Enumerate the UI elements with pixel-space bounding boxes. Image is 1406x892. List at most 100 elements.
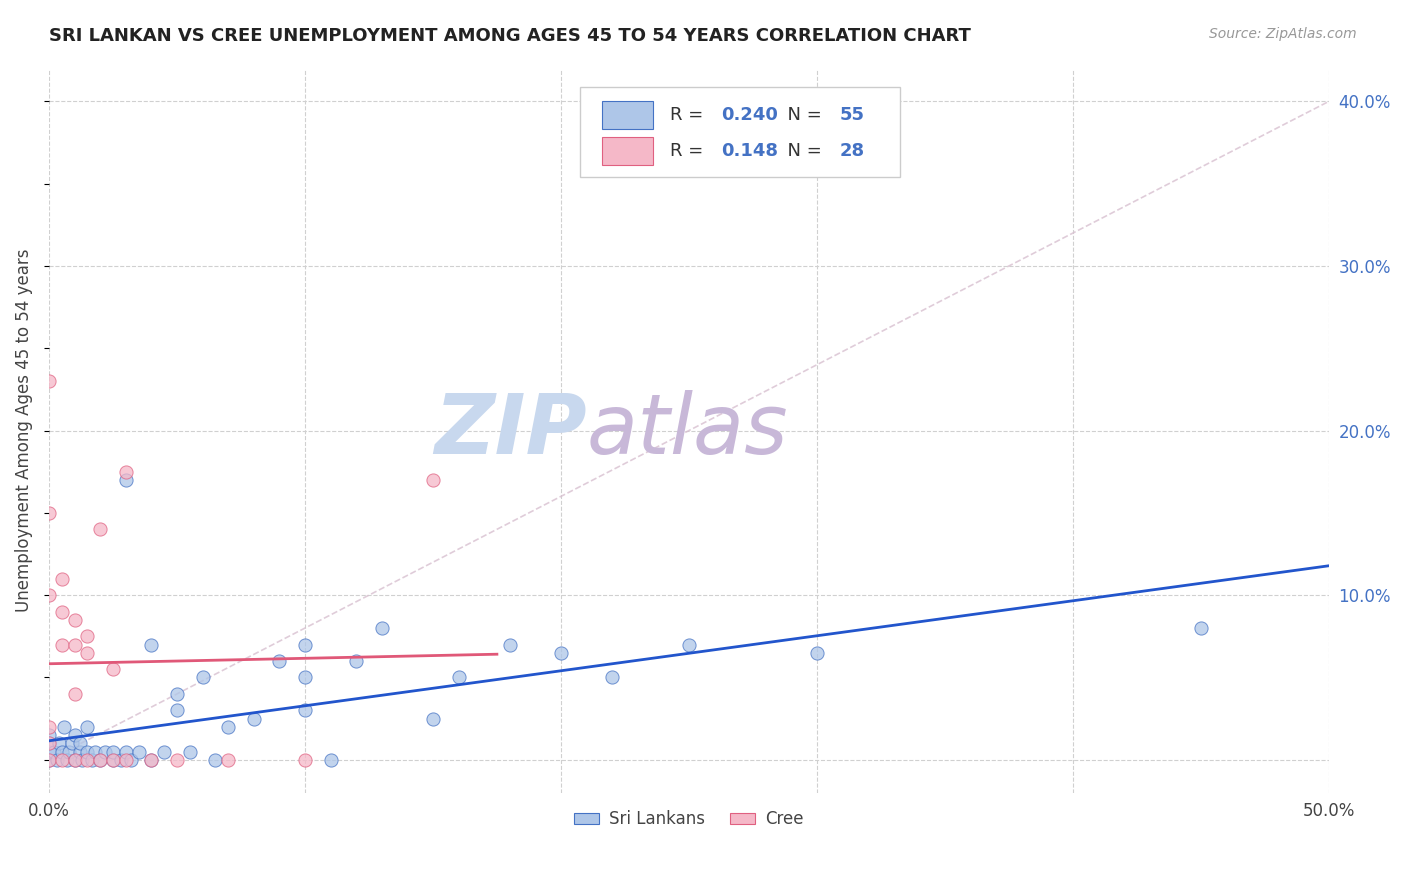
Point (63, 753, 86, 767)
Point (141, 753, 163, 767)
Text: atlas: atlas (586, 390, 789, 471)
Point (120, 753, 142, 767)
Point (166, 753, 188, 767)
Point (38, 374, 60, 388)
Point (76, 745, 98, 759)
Point (319, 753, 342, 767)
Point (344, 654, 367, 668)
Point (370, 621, 392, 635)
Point (114, 745, 136, 759)
Point (69, 736, 91, 750)
Text: ZIP: ZIP (434, 390, 586, 471)
Point (678, 638, 700, 652)
Point (51, 605, 73, 619)
Point (63, 753, 86, 767)
Point (63, 687, 86, 701)
Point (51, 572, 73, 586)
Point (110, 753, 132, 767)
Point (217, 753, 239, 767)
Point (806, 646, 828, 660)
Point (114, 465, 136, 479)
Point (499, 638, 522, 652)
Text: N =: N = (776, 106, 827, 124)
Point (269, 654, 291, 668)
Point (38, 728, 60, 742)
Point (242, 712, 264, 726)
Point (84, 745, 107, 759)
Point (101, 753, 124, 767)
FancyBboxPatch shape (602, 101, 652, 128)
Point (600, 670, 623, 684)
Point (76, 629, 98, 643)
Point (56, 753, 79, 767)
Point (89, 522, 111, 536)
Point (38, 753, 60, 767)
Point (63, 728, 86, 742)
Legend: Sri Lankans, Cree: Sri Lankans, Cree (568, 804, 810, 835)
Point (45, 753, 67, 767)
Point (69, 745, 91, 759)
Point (63, 613, 86, 627)
FancyBboxPatch shape (581, 87, 900, 178)
Point (294, 638, 316, 652)
Point (191, 670, 214, 684)
Text: R =: R = (669, 142, 709, 160)
Point (89, 753, 111, 767)
Point (94, 745, 117, 759)
Text: 0.148: 0.148 (721, 142, 778, 160)
Point (76, 753, 98, 767)
Point (38, 745, 60, 759)
Point (51, 753, 73, 767)
Point (153, 745, 176, 759)
Point (89, 753, 111, 767)
Text: 28: 28 (839, 142, 865, 160)
Point (141, 638, 163, 652)
Text: 55: 55 (839, 106, 865, 124)
Point (38, 753, 60, 767)
Point (101, 745, 124, 759)
Point (70, 753, 93, 767)
Point (550, 646, 572, 660)
Point (38, 736, 60, 750)
Text: R =: R = (669, 106, 709, 124)
Text: Source: ZipAtlas.com: Source: ZipAtlas.com (1209, 27, 1357, 41)
Point (42, 745, 65, 759)
Point (422, 473, 444, 487)
Point (166, 703, 188, 717)
Point (76, 720, 98, 734)
Point (294, 703, 316, 717)
Point (53, 720, 76, 734)
Point (101, 753, 124, 767)
Text: SRI LANKAN VS CREE UNEMPLOYMENT AMONG AGES 45 TO 54 YEARS CORRELATION CHART: SRI LANKAN VS CREE UNEMPLOYMENT AMONG AG… (49, 27, 972, 45)
Point (114, 753, 136, 767)
Point (141, 753, 163, 767)
Point (58, 745, 80, 759)
Point (38, 588, 60, 602)
Point (101, 662, 124, 676)
Point (63, 638, 86, 652)
Point (447, 670, 470, 684)
Point (51, 638, 73, 652)
Point (128, 745, 150, 759)
Point (294, 670, 316, 684)
FancyBboxPatch shape (602, 137, 652, 165)
Point (38, 720, 60, 734)
Point (179, 745, 201, 759)
Point (166, 687, 188, 701)
Point (217, 720, 239, 734)
Text: N =: N = (776, 142, 827, 160)
Point (114, 473, 136, 487)
Point (1189, 621, 1212, 635)
Point (82, 753, 104, 767)
Point (38, 506, 60, 520)
Text: 0.240: 0.240 (721, 106, 778, 124)
Point (48, 736, 70, 750)
Point (60, 736, 83, 750)
Point (204, 753, 226, 767)
Point (51, 745, 73, 759)
Point (422, 712, 444, 726)
Y-axis label: Unemployment Among Ages 45 to 54 years: Unemployment Among Ages 45 to 54 years (15, 249, 32, 612)
Point (76, 646, 98, 660)
Point (294, 753, 316, 767)
Point (38, 736, 60, 750)
